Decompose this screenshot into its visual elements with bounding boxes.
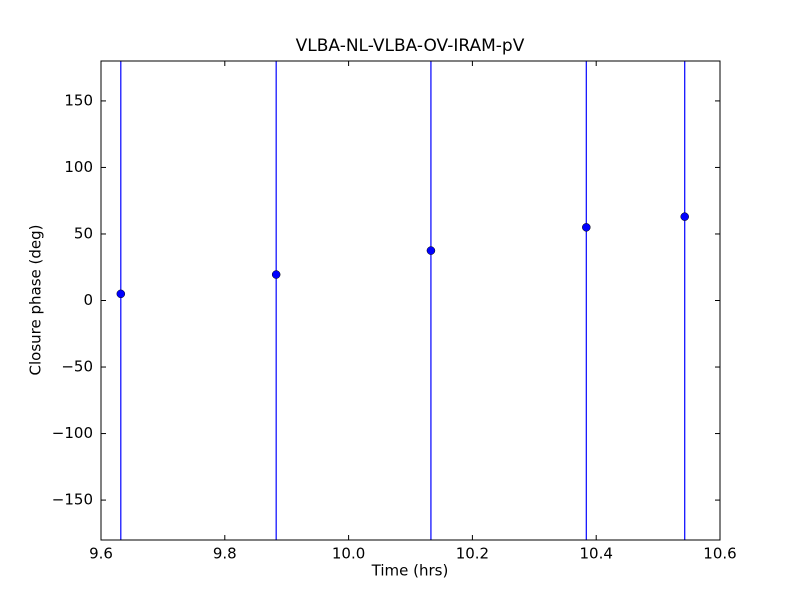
point <box>271 270 281 279</box>
y-tick-label: 150 <box>64 91 93 109</box>
x-tick-label: 10.0 <box>332 545 365 563</box>
y-tick-label: 100 <box>64 158 93 176</box>
point <box>582 223 591 232</box>
y-tick-label: −150 <box>52 491 93 509</box>
y-tick-label: −100 <box>52 424 93 442</box>
y-tick-label: 0 <box>83 291 93 309</box>
point <box>116 289 126 299</box>
x-tick-label: 10.2 <box>456 545 489 563</box>
x-tick-label: 10.6 <box>703 545 736 563</box>
x-axis-label: Time (hrs) <box>371 562 449 580</box>
plot-area <box>116 61 689 540</box>
x-tick-label: 9.6 <box>89 545 113 563</box>
chart-title: VLBA-NL-VLBA-OV-IRAM-pV <box>296 36 525 56</box>
x-tick-label: 9.8 <box>213 545 237 563</box>
x-tick-label: 10.4 <box>579 545 612 563</box>
point <box>680 212 689 221</box>
y-axis-label: Closure phase (deg) <box>27 225 45 376</box>
y-tick-label: 50 <box>74 224 93 242</box>
point <box>426 246 436 255</box>
y-tick-label: −50 <box>61 358 93 376</box>
